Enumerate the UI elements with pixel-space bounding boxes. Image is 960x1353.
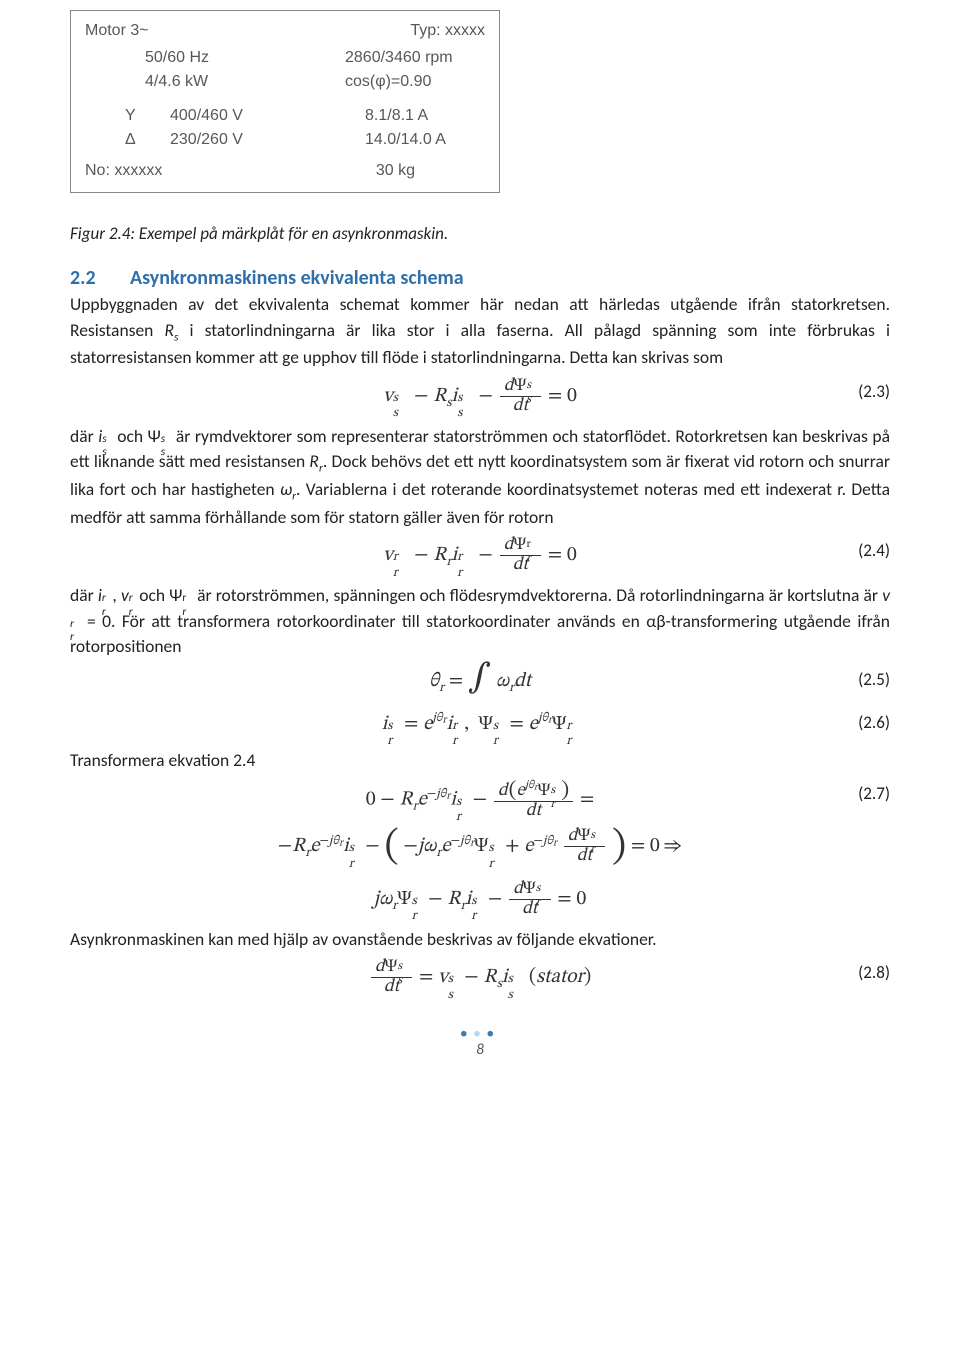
np-d-voltage: 230/260 V: [145, 128, 345, 151]
np-type-label: Typ: xxxxx: [410, 19, 485, 42]
equation-2-5: (2.5) θr = ∫ ωrdt: [70, 665, 890, 700]
section-title: Asynkronmaskinens ekvivalenta schema: [130, 266, 464, 290]
equation-2-6: (2.6) isr = ejθrirr, Ψsr = ejθrΨrr: [70, 708, 890, 740]
np-d-symbol: Δ: [85, 128, 145, 151]
np-serial-label: No: xxxxxx: [85, 159, 162, 182]
np-weight: 30 kg: [376, 159, 485, 182]
eq-number: (2.3): [858, 381, 890, 402]
np-rpm: 2860/3460 rpm: [345, 46, 505, 69]
section-heading: 2.2Asynkronmaskinens ekvivalenta schema: [70, 266, 890, 290]
motor-nameplate: Motor 3~ Typ: xxxxx 50/60 Hz 2860/3460 r…: [70, 10, 500, 193]
page-footer: ●●● 8: [70, 1027, 890, 1059]
paragraph-2: där iss och Ψss är rymdvektorer som repr…: [70, 424, 890, 531]
eq-number: (2.6): [858, 712, 890, 733]
eq-number: (2.4): [858, 540, 890, 561]
np-d-current: 14.0/14.0 A: [345, 128, 505, 151]
paragraph-5: Asynkronmaskinen kan med hjälp av ovanst…: [70, 927, 890, 952]
equation-2-3: (2.3) vss − Rsiss − dΨss dt = 0: [70, 377, 890, 416]
np-freq: 50/60 Hz: [145, 46, 345, 69]
np-y-voltage: 400/460 V: [145, 104, 345, 127]
paragraph-1: Uppbyggnaden av det ekvivalenta schemat …: [70, 292, 890, 371]
np-motor-label: Motor 3~: [85, 19, 149, 42]
eq-number: (2.5): [858, 669, 890, 690]
equation-2-7: (2.7) 0 − Rre−jθrisr − d (ejθrΨsr) dt = …: [70, 779, 890, 918]
paragraph-3: där irr, vrroch Ψrr är rotorströmmen, sp…: [70, 583, 890, 659]
page-number: 8: [70, 1041, 890, 1059]
np-y-symbol: Y: [85, 104, 145, 127]
figure-caption: Figur 2.4: Exempel på märkplåt för en as…: [70, 223, 890, 244]
equation-2-4: (2.4) vrr − Rrirr − dΨrr dt = 0: [70, 536, 890, 575]
np-y-current: 8.1/8.1 A: [345, 104, 505, 127]
np-power: 4/4.6 kW: [145, 70, 345, 93]
section-number: 2.2: [70, 266, 130, 290]
eq-number: (2.7): [858, 783, 890, 804]
equation-2-8: (2.8) dΨss dt = vss − Rsiss (stator): [70, 958, 890, 997]
paragraph-4: Transformera ekvation 2.4: [70, 748, 890, 773]
eq-number: (2.8): [858, 962, 890, 983]
np-cosphi: cos(φ)=0.90: [345, 70, 505, 93]
